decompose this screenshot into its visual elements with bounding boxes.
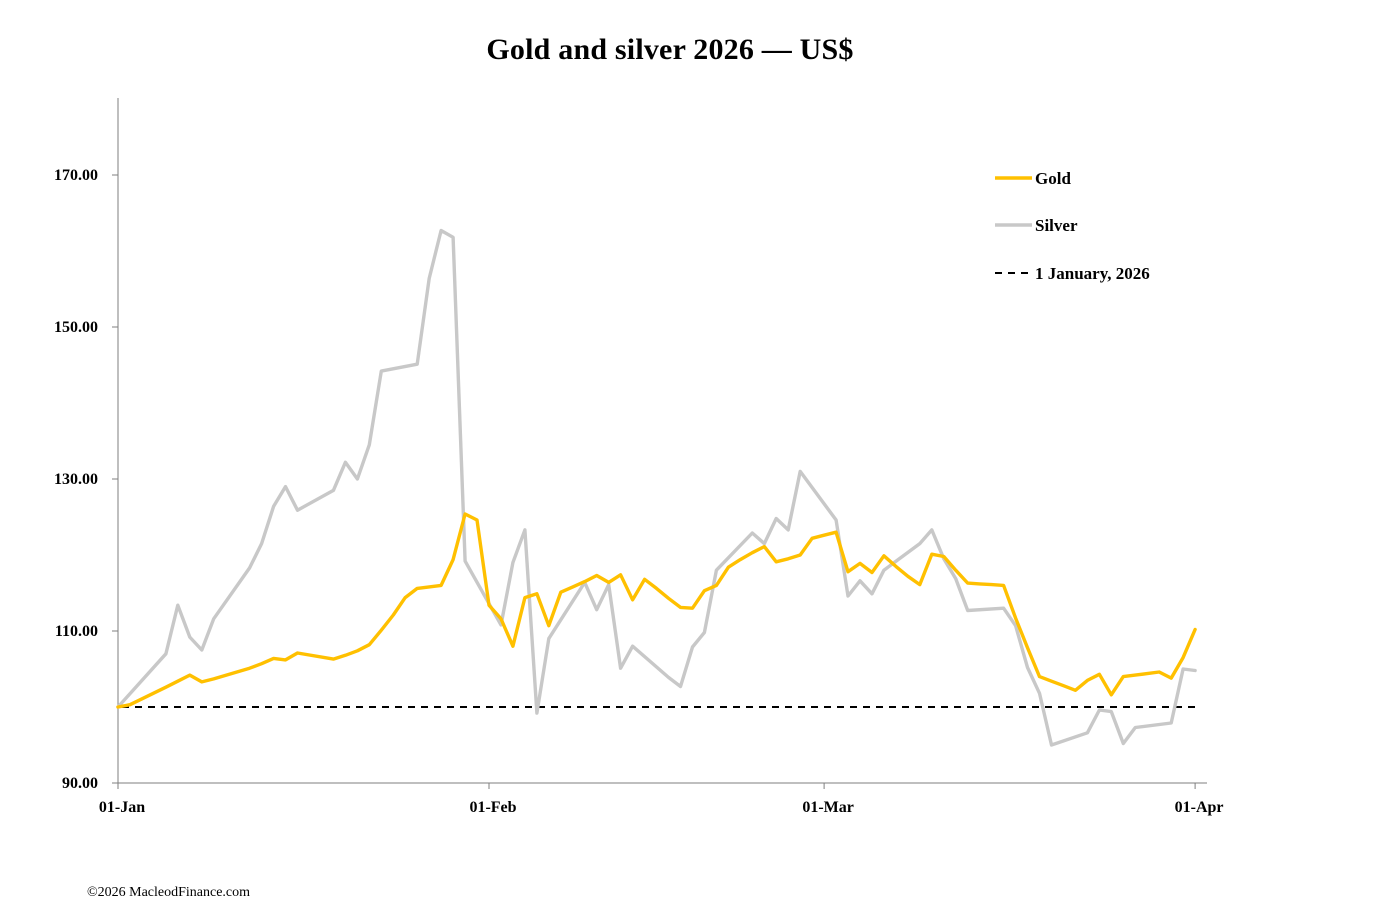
y-tick-label: 170.00 (54, 167, 98, 184)
legend-label-silver: Silver (1035, 216, 1078, 235)
legend-label-gold: Gold (1035, 169, 1071, 188)
y-tick-label: 110.00 (55, 623, 98, 640)
x-tick-label: 01-Mar (802, 799, 854, 816)
y-tick-label: 150.00 (54, 319, 98, 336)
series-line-silver (116, 228, 1197, 747)
x-tick-label: 01-Apr (1175, 799, 1224, 816)
axes (117, 98, 1207, 784)
y-tick-label: 90.00 (62, 775, 98, 792)
y-tick-label: 130.00 (54, 471, 98, 488)
x-tick-label: 01-Feb (469, 799, 516, 816)
chart-title: Gold and silver 2026 — US$ (486, 33, 854, 66)
x-axis-ticks: 01-Jan 01-Feb 01-Mar 01-Apr (99, 783, 1224, 816)
legend-label-reference: 1 January, 2026 (1035, 264, 1150, 283)
series-line-gold (116, 512, 1197, 709)
copyright-notice: ©2026 MacleodFinance.com (87, 885, 251, 900)
legend: Gold Silver 1 January, 2026 (995, 169, 1150, 283)
y-axis-ticks: 90.00 110.00 130.00 150.00 170.00 (54, 167, 118, 792)
x-tick-label: 01-Jan (99, 799, 145, 816)
series-lines (116, 228, 1197, 747)
